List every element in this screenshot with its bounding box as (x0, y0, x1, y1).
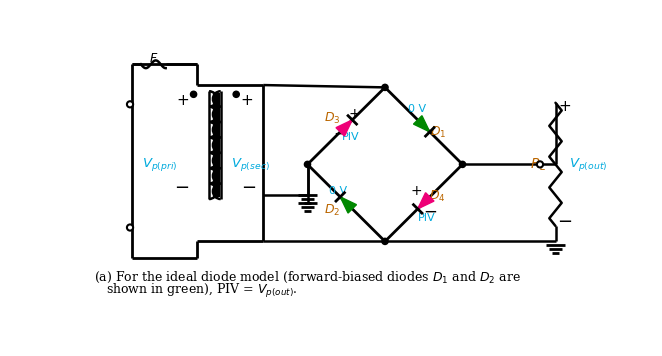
Polygon shape (414, 116, 430, 132)
Text: −: − (174, 179, 189, 198)
Text: $D_1$: $D_1$ (430, 125, 446, 140)
Text: F: F (150, 52, 157, 65)
Text: 0 V: 0 V (330, 186, 348, 196)
Circle shape (127, 101, 133, 108)
Text: $D_4$: $D_4$ (430, 189, 446, 204)
Text: −: − (423, 203, 437, 221)
Text: +: + (176, 93, 189, 108)
Polygon shape (340, 197, 357, 213)
Circle shape (305, 161, 310, 167)
Circle shape (191, 91, 197, 98)
Text: −: − (241, 179, 256, 198)
Text: +: + (410, 184, 422, 198)
Text: −: − (557, 213, 573, 231)
Text: +: + (348, 106, 360, 121)
Text: $V_{p(out)}$: $V_{p(out)}$ (569, 156, 608, 173)
Text: 0 V: 0 V (408, 104, 426, 114)
Text: PIV: PIV (418, 213, 436, 223)
Text: PIV: PIV (342, 132, 359, 142)
Text: $R_L$: $R_L$ (530, 156, 547, 173)
Text: (a) For the ideal diode model (forward-biased diodes $D_1$ and $D_2$ are: (a) For the ideal diode model (forward-b… (93, 270, 520, 285)
Text: +: + (559, 99, 571, 114)
Polygon shape (336, 120, 352, 136)
Circle shape (382, 84, 388, 90)
Text: +: + (241, 93, 254, 108)
Text: shown in green), PIV = $V_{p(out)}$.: shown in green), PIV = $V_{p(out)}$. (106, 282, 297, 300)
Text: $D_2$: $D_2$ (324, 203, 340, 218)
Circle shape (382, 238, 388, 245)
Text: $V_{p(pri)}$: $V_{p(pri)}$ (142, 156, 178, 173)
Text: $D_3$: $D_3$ (324, 111, 340, 126)
Text: −: − (333, 125, 347, 143)
Circle shape (233, 91, 239, 98)
Circle shape (127, 224, 133, 231)
Polygon shape (418, 193, 434, 209)
Circle shape (537, 161, 543, 167)
Circle shape (459, 161, 465, 167)
Text: $V_{p(sec)}$: $V_{p(sec)}$ (230, 156, 269, 173)
